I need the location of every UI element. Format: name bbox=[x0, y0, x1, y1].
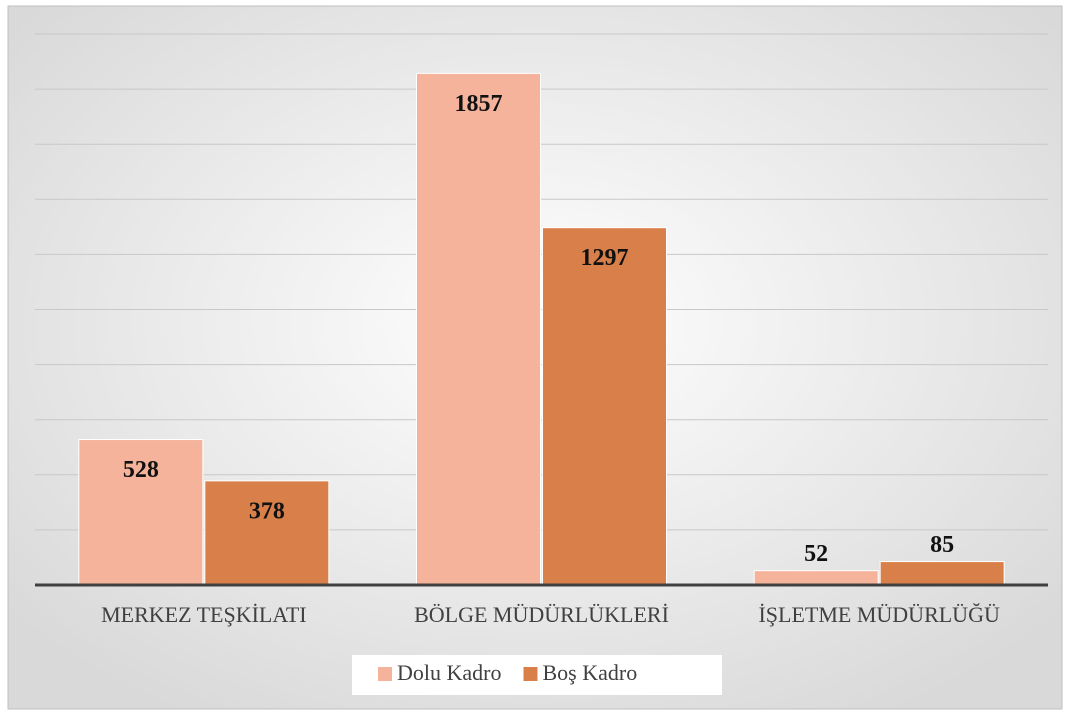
bar bbox=[204, 480, 330, 586]
bar bbox=[753, 570, 879, 586]
legend-label: Boş Kadro bbox=[542, 660, 637, 685]
bar bbox=[416, 72, 541, 586]
bar bbox=[879, 561, 1005, 586]
data-label: 1857 bbox=[455, 91, 503, 117]
data-label: 85 bbox=[930, 532, 954, 558]
x-tick-label: BÖLGE MÜDÜRLÜKLERİ bbox=[414, 602, 669, 627]
data-label: 1297 bbox=[581, 245, 629, 271]
data-label: 52 bbox=[804, 541, 828, 567]
legend-swatch bbox=[523, 667, 538, 681]
data-label: 378 bbox=[249, 498, 285, 524]
legend-label: Dolu Kadro bbox=[397, 660, 501, 685]
bar bbox=[78, 439, 204, 586]
legend-swatch bbox=[378, 667, 392, 681]
data-label: 528 bbox=[123, 457, 159, 483]
bar bbox=[542, 227, 667, 586]
x-tick-label: İŞLETME MÜDÜRLÜĞÜ bbox=[758, 602, 999, 627]
x-tick-label: MERKEZ TEŞKİLATI bbox=[101, 602, 307, 627]
